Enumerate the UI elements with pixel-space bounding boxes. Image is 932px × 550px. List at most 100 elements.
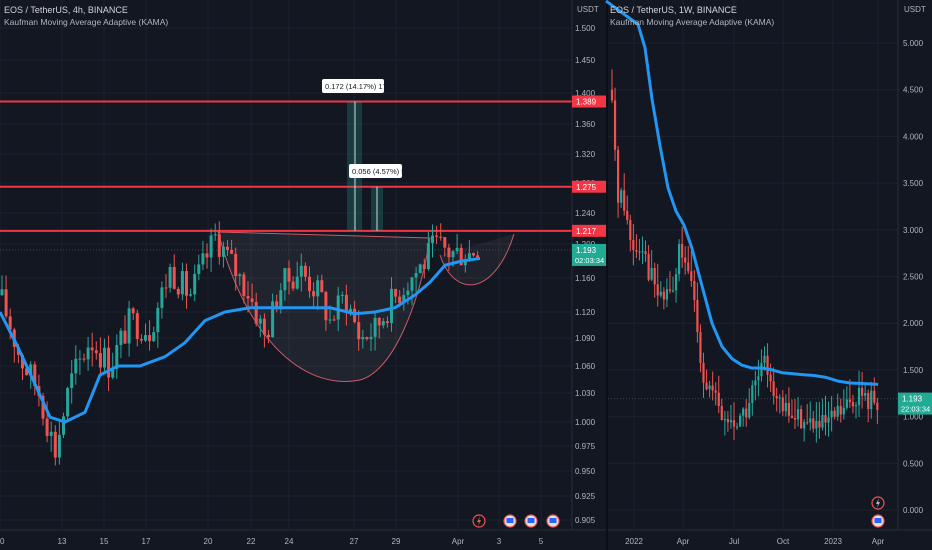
flag-icon[interactable] xyxy=(524,514,538,528)
candle-body xyxy=(254,302,258,324)
candle-body xyxy=(283,268,287,291)
level-price-tag: 1.217 xyxy=(572,224,606,237)
candle-body xyxy=(90,347,94,351)
y-tick-label: 1.000 xyxy=(575,418,596,427)
candle-body xyxy=(172,266,176,289)
measure-label[interactable]: 0.056 (4.57%) 56 xyxy=(349,164,410,178)
candle-body xyxy=(772,381,775,397)
tag-bg xyxy=(572,95,606,108)
candle-body xyxy=(217,234,221,257)
candle-body xyxy=(729,420,733,423)
candle-body xyxy=(250,298,254,303)
candle-body xyxy=(787,402,790,416)
level-price-tag: 1.389 xyxy=(572,95,606,108)
left-price-axis[interactable] xyxy=(572,0,606,550)
candle-body xyxy=(699,332,702,363)
candle-body xyxy=(123,330,127,344)
tag-bg xyxy=(898,392,932,415)
icon-flag xyxy=(506,518,514,523)
candle-body xyxy=(845,399,848,408)
candle-body xyxy=(152,332,156,342)
kama-line[interactable] xyxy=(0,256,481,424)
lightning-icon[interactable] xyxy=(472,514,486,528)
candle-body xyxy=(726,419,729,423)
tag-text: 1.275 xyxy=(576,183,597,192)
candle-body xyxy=(320,280,324,293)
y-tick-label: 0.950 xyxy=(575,467,596,476)
candle-body xyxy=(394,288,398,297)
candle-body xyxy=(70,373,74,388)
candle-body xyxy=(723,419,726,421)
y-tick-label: 1.500 xyxy=(575,24,596,33)
y-tick-label: 1.030 xyxy=(575,389,596,398)
candle-body xyxy=(754,380,757,386)
y-tick-label: 3.500 xyxy=(903,179,924,188)
x-tick-label: 20 xyxy=(204,537,213,546)
candle-body xyxy=(271,301,275,338)
candle-body xyxy=(377,317,381,326)
right-pane-title[interactable]: EOS / TetherUS, 1W, BINANCE xyxy=(610,5,737,15)
y-tick-label: 2.500 xyxy=(903,273,924,282)
candle-body xyxy=(25,368,29,376)
candle-body xyxy=(766,355,769,375)
candle-body xyxy=(455,247,459,252)
candle-body xyxy=(402,295,406,303)
candle-body xyxy=(328,319,332,321)
y-tick-label: 0.925 xyxy=(575,492,596,501)
candle-body xyxy=(864,392,867,396)
candle-body xyxy=(653,268,656,285)
measure-label-text: 0.172 (14.17%) 172 xyxy=(325,82,391,91)
candle-body xyxy=(66,387,70,417)
countdown-text: 22:03:34 xyxy=(901,405,930,414)
candle-body xyxy=(687,262,690,272)
icon-flag xyxy=(527,518,535,523)
pane-divider[interactable] xyxy=(606,0,608,550)
candle-body xyxy=(94,350,98,354)
candle-body xyxy=(659,291,662,296)
flag-icon[interactable] xyxy=(503,514,517,528)
candle-body xyxy=(439,236,443,238)
y-tick-label: 4.500 xyxy=(903,86,924,95)
candle-body xyxy=(193,273,197,295)
candle-body xyxy=(851,402,855,407)
x-tick-label: 27 xyxy=(350,537,359,546)
flag-icon[interactable] xyxy=(546,514,560,528)
flag-icon[interactable] xyxy=(871,514,885,528)
candle-body xyxy=(144,335,147,341)
candle-body xyxy=(221,246,225,257)
candle-body xyxy=(806,422,809,424)
lightning-icon[interactable] xyxy=(871,496,885,510)
y-tick-label: 1.500 xyxy=(903,366,924,375)
measure-label[interactable]: 0.172 (14.17%) 172 xyxy=(322,79,391,93)
candle-body xyxy=(647,254,650,280)
icon-bolt xyxy=(477,516,481,526)
left-indicator-label[interactable]: Kaufman Moving Average Adaptive (KAMA) xyxy=(4,17,169,27)
candle-body xyxy=(681,243,684,258)
y-tick-label: 2.000 xyxy=(903,319,924,328)
x-tick-label: 10 xyxy=(0,537,5,546)
x-tick-label: Apr xyxy=(872,537,885,546)
right-indicator-label[interactable]: Kaufman Moving Average Adaptive (KAMA) xyxy=(610,17,775,27)
y-tick-label: 1.400 xyxy=(575,89,596,98)
y-tick-label: 0.000 xyxy=(903,506,924,515)
candle-body xyxy=(739,415,742,427)
candle-body xyxy=(131,308,135,314)
candle-body xyxy=(332,319,336,321)
candle-body xyxy=(720,405,723,421)
measure-label-text: 0.056 (4.57%) 56 xyxy=(352,167,410,176)
candle-body xyxy=(103,347,106,368)
kama-line[interactable] xyxy=(605,0,879,386)
candle-body xyxy=(830,410,833,418)
x-tick-label: 17 xyxy=(142,537,151,546)
candle-body xyxy=(373,317,377,337)
candle-body xyxy=(406,290,410,296)
left-pane-title[interactable]: EOS / TetherUS, 4h, BINANCE xyxy=(4,5,128,15)
x-tick-label: 22 xyxy=(247,537,256,546)
right-price-axis[interactable] xyxy=(898,0,932,550)
x-tick-label: Apr xyxy=(452,537,465,546)
candle-body xyxy=(53,431,57,458)
candle-body xyxy=(357,322,361,340)
currency-label: USDT xyxy=(904,5,926,14)
x-tick-label: 15 xyxy=(100,537,109,546)
